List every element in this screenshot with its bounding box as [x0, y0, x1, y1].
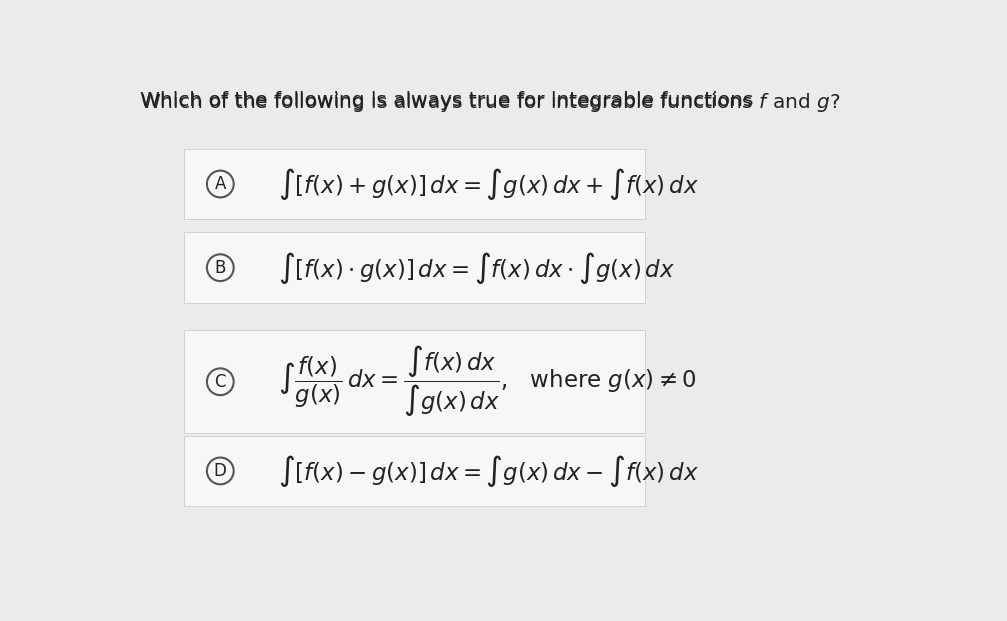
- Text: B: B: [214, 259, 226, 277]
- FancyBboxPatch shape: [184, 330, 644, 433]
- FancyBboxPatch shape: [184, 232, 644, 303]
- Text: Which of the following is always true for integrable functions: Which of the following is always true fo…: [140, 91, 760, 111]
- Text: $\int[f(x)+g(x)]\,dx = \int g(x)\,dx + \int f(x)\,dx$: $\int[f(x)+g(x)]\,dx = \int g(x)\,dx + \…: [278, 166, 699, 202]
- Ellipse shape: [206, 171, 234, 197]
- FancyBboxPatch shape: [184, 148, 644, 219]
- Text: $\int \dfrac{f(x)}{g(x)}\,dx = \dfrac{\int f(x)\,dx}{\int g(x)\,dx}$,   where $g: $\int \dfrac{f(x)}{g(x)}\,dx = \dfrac{\i…: [278, 344, 697, 419]
- Ellipse shape: [206, 255, 234, 281]
- Text: Which of the following is always true for integrable functions $f$ and $g$?: Which of the following is always true fo…: [140, 91, 840, 114]
- Ellipse shape: [206, 368, 234, 395]
- Ellipse shape: [206, 458, 234, 484]
- Text: C: C: [214, 373, 226, 391]
- Text: D: D: [213, 462, 227, 480]
- Text: $\int[f(x)\cdot g(x)]\,dx = \int f(x)\,dx \cdot \int g(x)\,dx$: $\int[f(x)\cdot g(x)]\,dx = \int f(x)\,d…: [278, 250, 675, 286]
- Text: A: A: [214, 175, 226, 193]
- FancyBboxPatch shape: [184, 435, 644, 506]
- Text: $\int[f(x)-g(x)]\,dx = \int g(x)\,dx - \int f(x)\,dx$: $\int[f(x)-g(x)]\,dx = \int g(x)\,dx - \…: [278, 453, 699, 489]
